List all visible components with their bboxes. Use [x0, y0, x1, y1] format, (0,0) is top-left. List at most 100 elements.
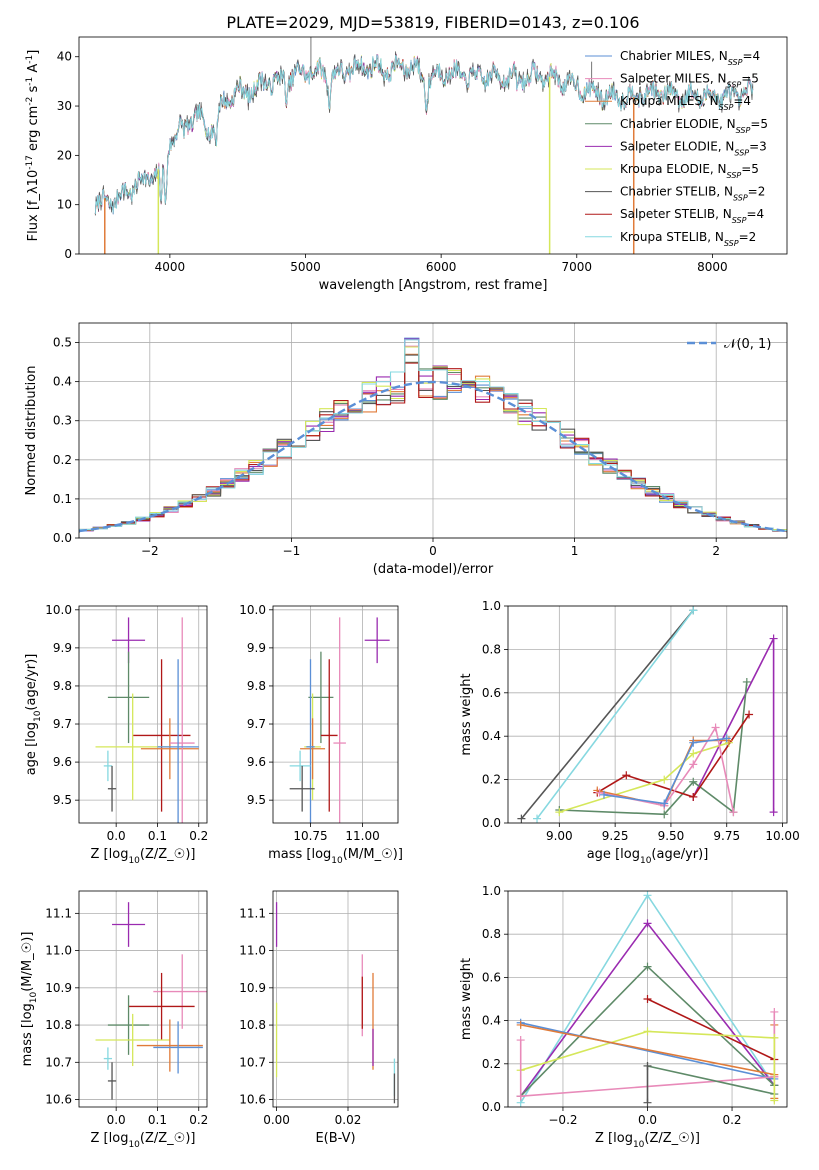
weight-marker — [689, 606, 698, 615]
weight-marker — [711, 723, 720, 732]
plot-content — [94, 37, 754, 254]
y-tick-label: 0.1 — [53, 492, 72, 506]
y-tick-label: 10.8 — [239, 1018, 266, 1032]
y-tick-label: 0.8 — [482, 642, 501, 656]
y-tick-label: 30 — [57, 99, 72, 113]
x-tick-label: 0.0 — [107, 829, 126, 843]
x-axis-label: E(B-V) — [315, 1131, 355, 1146]
axes-frame — [507, 605, 788, 824]
weight-marker — [689, 792, 698, 801]
x-tick-label: 0.0 — [638, 1113, 657, 1127]
y-tick-label: 0.0 — [482, 816, 501, 830]
weight-marker — [517, 814, 526, 823]
y-tick-label: 10.7 — [239, 1055, 266, 1069]
y-tick-label: 10.8 — [45, 1018, 72, 1032]
plot-content — [79, 337, 787, 533]
normal-reference-curve — [79, 380, 787, 533]
y-tick-label: 1.0 — [482, 884, 501, 898]
weight-marker — [643, 1061, 652, 1070]
axes-frame — [507, 890, 788, 1108]
y-tick-label: 10.7 — [45, 1055, 72, 1069]
weight-line — [520, 1024, 775, 1076]
y-tick-label: 1.0 — [482, 599, 501, 613]
x-tick-label: 10.75 — [293, 829, 327, 843]
x-tick-label: 8000 — [697, 260, 728, 274]
x-tick-label: 4000 — [155, 260, 186, 274]
axes-residuals: −2 −1 0 1 2 0.0 0.1 0.2 0.3 0.4 0.5 (data-model)/er… — [24, 322, 788, 577]
legend-label: Chabrier STELIB, NSSP=2 — [620, 185, 765, 203]
weight-marker — [643, 995, 652, 1003]
legend-label: Kroupa ELODIE, NSSP=5 — [620, 162, 759, 180]
x-tick-label: 0.00 — [263, 1113, 290, 1127]
y-tick-label: 0.2 — [53, 453, 72, 467]
y-tick-label: 9.6 — [247, 755, 266, 769]
axes-mass_age: 10.75 11.00 9.5 9.6 9.7 9.8 9.9 10.0 mass [log10… — [239, 603, 403, 866]
y-tick-label: 11.1 — [45, 906, 72, 920]
x-tick-label: 9.75 — [713, 829, 740, 843]
axes-frame — [272, 605, 399, 824]
weight-line — [536, 609, 694, 820]
x-axis-label: Z [log10(Z/Z_☉)] — [91, 847, 196, 866]
y-tick-label: 0.4 — [53, 375, 72, 389]
y-tick-label: 0.6 — [482, 970, 501, 984]
axes-z_mass: 0.0 0.1 0.2 10.6 10.7 10.8 10.9 11.0 11.1 Z [log1… — [20, 890, 208, 1150]
y-tick-label: 0.4 — [482, 1014, 501, 1028]
y-tick-label: 10.9 — [239, 981, 266, 995]
x-tick-label: 0.02 — [335, 1113, 362, 1127]
weight-marker — [770, 1007, 779, 1016]
x-axis-label: age [log10(age/yr)] — [587, 847, 709, 866]
y-tick-label: 0.0 — [53, 531, 72, 545]
y-tick-label: 10 — [57, 198, 72, 212]
weight-marker — [660, 799, 669, 808]
y-tick-label: 9.9 — [247, 641, 266, 655]
weight-marker — [516, 1092, 525, 1101]
x-tick-label: 6000 — [426, 260, 457, 274]
x-tick-label: 0.1 — [148, 1113, 167, 1127]
x-tick-label: 9.25 — [602, 829, 629, 843]
y-tick-label: 0.2 — [482, 773, 501, 787]
y-tick-label: 0.4 — [482, 729, 501, 743]
y-tick-label: 9.7 — [247, 717, 266, 731]
x-tick-label: 0.2 — [189, 1113, 208, 1127]
y-tick-label: 10.0 — [45, 603, 72, 617]
x-axis-label: Z [log10(Z/Z_☉)] — [91, 1131, 196, 1150]
spectrum-legend: Chabrier MILES, NSSP=4 Salpeter MILES, NS… — [585, 49, 768, 247]
plot-content — [95, 902, 207, 1100]
y-tick-label: 0.2 — [482, 1057, 501, 1071]
x-axis-label: wavelength [Angstrom, rest frame] — [319, 278, 548, 293]
x-tick-label: 5000 — [290, 260, 321, 274]
weight-line — [520, 609, 694, 820]
y-tick-label: 9.5 — [247, 793, 266, 807]
y-tick-label: 9.6 — [53, 755, 72, 769]
weight-marker — [555, 808, 564, 817]
axes-age_weight: 9.00 9.25 9.50 9.75 10.00 0.0 0.2 0.4 0.6 0.8 1.0 a… — [459, 599, 800, 866]
weight-marker — [516, 1036, 525, 1045]
weight-marker — [643, 1027, 652, 1036]
legend-label: Salpeter ELODIE, NSSP=3 — [620, 139, 767, 157]
weight-line — [692, 638, 775, 813]
x-tick-label: 0.1 — [148, 829, 167, 843]
y-tick-label: 11.1 — [239, 906, 266, 920]
x-axis-label: Z [log10(Z/Z_☉)] — [595, 1131, 700, 1150]
weight-marker — [660, 775, 669, 784]
x-tick-label: 0.2 — [722, 1113, 741, 1127]
weight-marker — [595, 788, 604, 797]
plot-area: 4000 5000 6000 7000 8000010203040wavelength … — [20, 36, 800, 1150]
weight-marker — [689, 760, 698, 769]
x-tick-label: 10.00 — [765, 829, 799, 843]
axes-spectrum: 4000 5000 6000 7000 8000 0 10 20 30 40 wavelength … — [25, 36, 788, 293]
weight-marker — [660, 810, 669, 819]
legend-label: Kroupa MILES, NSSP=4 — [620, 94, 751, 112]
axes-frame — [78, 36, 788, 255]
legend-label: Chabrier ELODIE, NSSP=5 — [620, 117, 768, 135]
y-axis-label: Normed distribution — [24, 366, 39, 496]
x-tick-label: 0 — [429, 544, 437, 558]
figure-title: PLATE=2029, MJD=53819, FIBERID=0143, z=0… — [226, 13, 639, 32]
weight-marker — [769, 634, 778, 643]
y-tick-label: 9.8 — [53, 679, 72, 693]
y-axis-label: Flux [f_λ10-17 erg cm-2 s-1 A-1] — [25, 50, 41, 242]
weight-marker — [729, 808, 738, 817]
x-tick-label: −1 — [283, 544, 301, 558]
y-tick-label: 9.8 — [247, 679, 266, 693]
